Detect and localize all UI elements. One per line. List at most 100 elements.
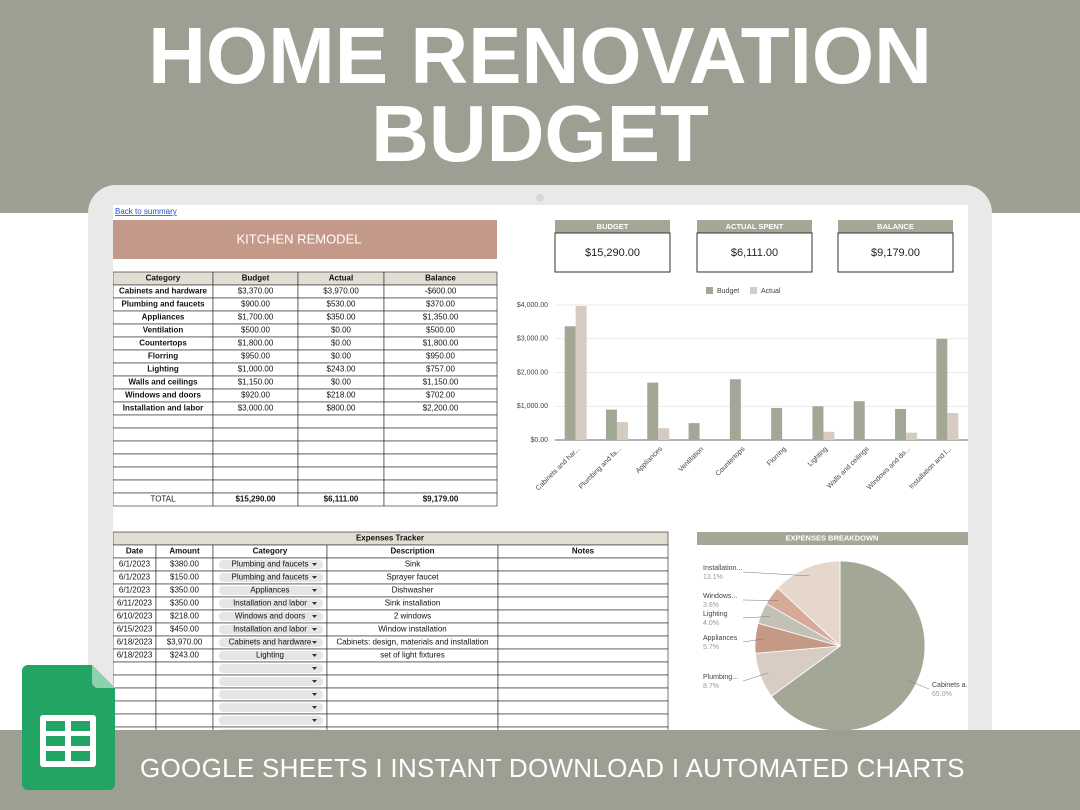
dropdown (219, 573, 323, 582)
slice-label: Installation... (703, 565, 742, 572)
slice-label: Cabinets a... (932, 682, 971, 689)
dropdown-arrow (312, 719, 317, 722)
cell-text: -$600.00 (425, 287, 457, 296)
leader-line (742, 616, 770, 619)
table-cell (497, 687, 669, 702)
table-cell (113, 466, 214, 481)
y-tick-label: $3,000.00 (517, 336, 548, 343)
cell-text: $1,150.00 (238, 378, 274, 387)
card-header (555, 220, 670, 233)
bar (895, 408, 907, 440)
cell-text: Appliances (250, 586, 289, 595)
cell-text: 6/18/2023 (117, 638, 153, 647)
cell-text: $218.00 (170, 612, 199, 621)
table-cell (383, 427, 498, 442)
slice-value: 13.1% (703, 574, 723, 581)
card-header (838, 220, 953, 233)
table-cell (113, 713, 157, 728)
dropdown (219, 690, 323, 699)
bar (823, 431, 835, 440)
table-cell (383, 479, 498, 494)
cell-text: Budget (242, 274, 270, 283)
cell-text: 2 windows (394, 612, 431, 621)
table-cell (155, 661, 214, 676)
cell-text: $1,700.00 (238, 313, 274, 322)
bar (658, 428, 670, 440)
card-label: BUDGET (597, 222, 629, 231)
cell-text: Walls and ceilings (128, 378, 198, 387)
dropdown (219, 638, 323, 647)
card-header (697, 220, 812, 233)
dropdown (220, 729, 322, 730)
title-line: BUDGET (371, 89, 709, 178)
cell-text: Sink installation (385, 599, 441, 608)
cell-text: Installation and labor (233, 625, 307, 634)
table-cell (113, 414, 214, 429)
cell-text: Category (253, 547, 288, 556)
cell-text: Category (146, 274, 181, 283)
cell-text: Sprayer faucet (386, 573, 439, 582)
table-cell (383, 466, 498, 481)
dropdown-arrow (312, 563, 317, 566)
dropdown-arrow (312, 654, 317, 657)
tagline: GOOGLE SHEETS I INSTANT DOWNLOAD I AUTOM… (140, 753, 965, 783)
cell-text: Plumbing and faucets (232, 560, 309, 569)
cell-text: $500.00 (241, 326, 270, 335)
dropdown (219, 625, 323, 634)
table-cell (497, 557, 669, 572)
title-line: HOME RENOVATION (148, 11, 932, 100)
cell-text: Installation and labor (233, 599, 307, 608)
table-cell (113, 427, 214, 442)
table-cell (326, 687, 499, 702)
slice-value: 4.0% (703, 620, 719, 627)
table-cell (297, 453, 385, 468)
cell-text: $3,000.00 (238, 404, 274, 413)
cell-text: Cabinets and hardware (229, 638, 312, 647)
table-cell (155, 713, 214, 728)
cell-text: $1,000.00 (238, 365, 274, 374)
table-cell (113, 661, 157, 676)
table-cell (383, 492, 498, 507)
table-cell (326, 726, 499, 730)
table-cell (113, 479, 214, 494)
cell-text: $370.00 (426, 300, 455, 309)
cell-text: Windows and doors (125, 391, 201, 400)
cell-text: Balance (425, 274, 456, 283)
pie-slice (770, 560, 926, 730)
cell-text: $1,800.00 (238, 339, 274, 348)
cell-text: $6,111.00 (324, 495, 359, 504)
cell-text: $500.00 (426, 326, 455, 335)
leader-line (908, 680, 930, 690)
legend-swatch (706, 287, 713, 294)
bar (575, 306, 587, 440)
cell-text: 6/18/2023 (117, 651, 153, 660)
leader-line (742, 638, 764, 643)
cell-text: Lighting (147, 365, 179, 374)
cell-text: $350.00 (170, 599, 199, 608)
table-cell (497, 726, 669, 730)
slice-label: Lighting (703, 611, 728, 618)
dropdown-arrow (312, 680, 317, 683)
table-cell (155, 700, 214, 715)
cell-text: Ventilation (143, 326, 184, 335)
dropdown-arrow (312, 628, 317, 631)
dropdown-arrow (312, 589, 317, 592)
cell-text: $0.00 (331, 326, 352, 335)
cell-text: $3,370.00 (238, 287, 274, 296)
table-cell (155, 687, 214, 702)
table-cell (497, 596, 669, 611)
bar (647, 382, 659, 440)
cell-text: 6/10/2023 (117, 612, 153, 621)
dropdown-arrow (312, 615, 317, 618)
cell-text: Windows and doors (235, 612, 305, 621)
slice-value: 65.0% (932, 691, 952, 698)
card-value: $9,179.00 (871, 247, 920, 259)
cell-text: $757.00 (426, 365, 455, 374)
bar (812, 406, 824, 440)
dropdown-arrow (312, 706, 317, 709)
back-link[interactable]: Back to summary (115, 207, 177, 216)
bottom-band (0, 730, 1080, 810)
cell-text: $1,150.00 (423, 378, 459, 387)
cell-text: Appliances (142, 313, 185, 322)
